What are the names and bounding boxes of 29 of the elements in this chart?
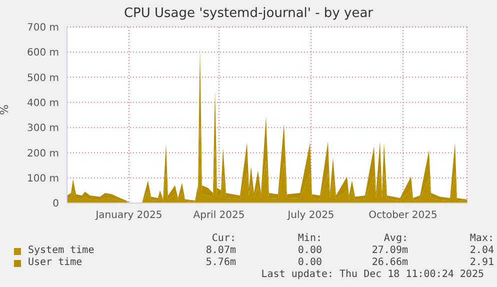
- y-tick-label: 100 m: [26, 173, 59, 184]
- x-tick-label: October 2025: [368, 210, 438, 222]
- y-tick-label: 200 m: [26, 148, 59, 160]
- text: Avg:: [382, 233, 408, 245]
- text: 26.66m: [370, 257, 408, 269]
- text: Last update: Thu Dec 18 11:00:24 2025: [260, 269, 484, 281]
- text: 2.91: [468, 257, 494, 269]
- text: 8.07m: [204, 245, 236, 257]
- y-tick-label: 700 m: [26, 22, 59, 34]
- y-axis-title: %: [0, 104, 11, 115]
- text: 27.09m: [370, 245, 408, 257]
- x-tick-label: July 2025: [286, 210, 334, 222]
- text: 5.76m: [204, 257, 236, 269]
- text: Cur:: [210, 233, 236, 245]
- text: 2.04: [468, 245, 494, 257]
- x-tick-label: April 2025: [193, 210, 245, 222]
- chart-title: CPU Usage 'systemd-journal' - by year: [122, 5, 374, 21]
- text: 0.00: [296, 245, 322, 257]
- x-tick-label: January 2025: [94, 210, 162, 222]
- y-tick-label: 300 m: [26, 123, 59, 134]
- y-tick-label: 500 m: [26, 72, 59, 84]
- y-tick-label: 400 m: [26, 98, 59, 109]
- text: Max:: [468, 233, 494, 245]
- y-tick-label: 0: [52, 198, 59, 210]
- legend-label: User time: [27, 257, 84, 269]
- legend-label: System time: [27, 245, 96, 257]
- text: 0.00: [296, 257, 322, 269]
- text: Min:: [296, 233, 322, 245]
- y-tick-label: 600 m: [26, 48, 59, 59]
